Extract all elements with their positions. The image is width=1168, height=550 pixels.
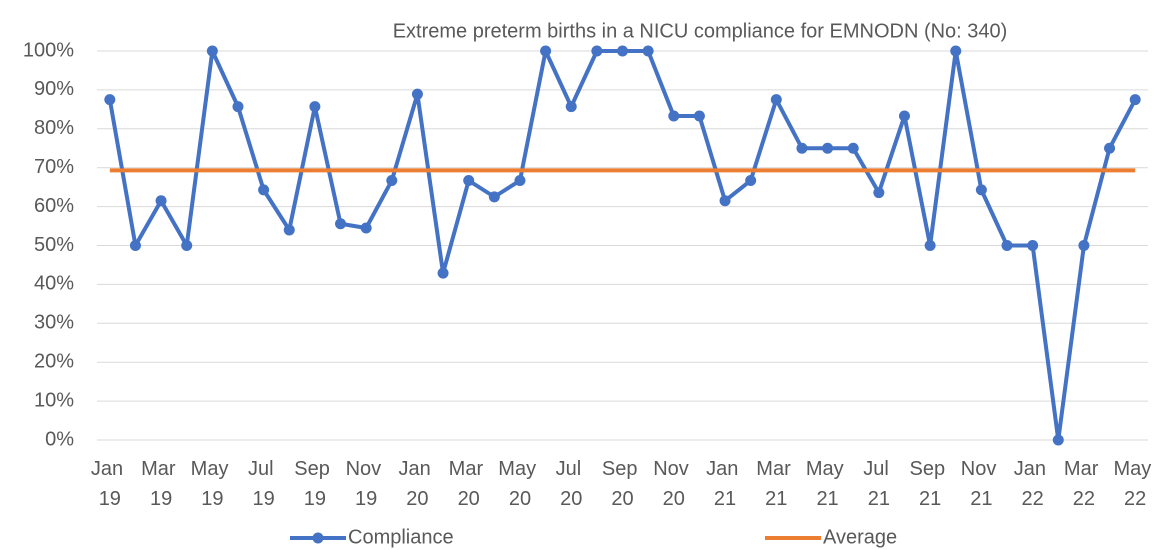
- data-point: [950, 45, 962, 57]
- data-point: [155, 195, 167, 207]
- legend-item: Compliance: [290, 526, 454, 548]
- data-point: [1129, 94, 1141, 106]
- x-tick-label: Sep 21: [910, 458, 951, 510]
- data-point: [565, 101, 577, 113]
- data-point: [1001, 240, 1013, 251]
- x-tick-label: Mar 22: [1064, 458, 1104, 510]
- legend-marker: [312, 532, 324, 544]
- x-tick-label: Jul 20: [556, 458, 587, 510]
- x-tick-label: Jul 19: [248, 458, 279, 510]
- x-tick-label: Jan 22: [1014, 458, 1052, 510]
- data-point: [129, 240, 141, 251]
- data-point: [898, 110, 910, 122]
- data-point: [514, 175, 526, 187]
- data-point: [309, 101, 321, 113]
- x-tick-label: May 19: [191, 458, 234, 510]
- data-point: [873, 187, 885, 199]
- y-tick-label: 60%: [34, 195, 74, 217]
- data-point: [437, 267, 449, 279]
- data-point: [258, 184, 270, 196]
- data-point: [232, 101, 244, 113]
- data-point: [463, 175, 475, 187]
- data-point: [1027, 240, 1039, 251]
- legend-label: Compliance: [348, 526, 454, 548]
- x-tick-label: Mar 20: [449, 458, 489, 510]
- x-tick-label: May 20: [498, 458, 541, 510]
- data-point: [847, 142, 859, 154]
- data-point: [822, 142, 834, 154]
- data-point: [540, 45, 552, 57]
- x-tick-label: Sep 20: [602, 458, 643, 510]
- y-tick-label: 10%: [34, 389, 74, 411]
- x-tick-label: Jan 19: [91, 458, 129, 510]
- data-point: [488, 191, 500, 203]
- y-tick-label: 80%: [34, 117, 74, 139]
- chart-title: Extreme preterm births in a NICU complia…: [393, 20, 1008, 42]
- data-point: [796, 142, 808, 154]
- data-point: [770, 94, 782, 106]
- data-point: [617, 45, 628, 57]
- y-tick-label: 30%: [34, 312, 74, 334]
- data-point: [975, 184, 987, 196]
- x-tick-label: Jan 20: [399, 458, 437, 510]
- x-tick-label: Jul 21: [863, 458, 894, 510]
- y-tick-label: 0%: [45, 428, 74, 450]
- data-point: [745, 175, 757, 187]
- data-point: [360, 222, 372, 234]
- data-point: [1052, 434, 1064, 446]
- legend-item: Average: [765, 526, 897, 548]
- y-tick-label: 70%: [34, 156, 74, 178]
- y-tick-label: 20%: [34, 350, 74, 372]
- x-tick-label: Mar 19: [141, 458, 181, 510]
- data-point: [719, 195, 731, 207]
- data-point: [642, 45, 654, 57]
- y-tick-label: 50%: [34, 234, 74, 256]
- data-point: [181, 240, 193, 251]
- data-point: [335, 218, 347, 230]
- data-point: [1078, 240, 1090, 251]
- x-tick-label: Nov 20: [653, 458, 694, 510]
- data-point: [591, 45, 603, 57]
- x-tick-label: May 22: [1114, 458, 1157, 510]
- data-point: [693, 110, 705, 122]
- data-point: [1104, 142, 1116, 154]
- x-tick-label: Nov 19: [346, 458, 387, 510]
- data-point: [668, 110, 680, 122]
- x-tick-label: Nov 21: [961, 458, 1002, 510]
- legend-label: Average: [823, 526, 897, 548]
- data-point: [104, 94, 116, 106]
- data-point: [411, 88, 423, 100]
- y-tick-label: 100%: [23, 39, 74, 61]
- x-tick-label: May 21: [806, 458, 849, 510]
- data-point: [386, 175, 398, 187]
- data-point: [283, 224, 295, 236]
- y-tick-label: 90%: [34, 78, 74, 100]
- data-point: [924, 240, 936, 251]
- y-tick-label: 40%: [34, 273, 74, 295]
- data-point: [206, 45, 218, 57]
- x-tick-label: Jan 21: [706, 458, 744, 510]
- x-tick-label: Mar 21: [756, 458, 796, 510]
- x-tick-label: Sep 19: [294, 458, 335, 510]
